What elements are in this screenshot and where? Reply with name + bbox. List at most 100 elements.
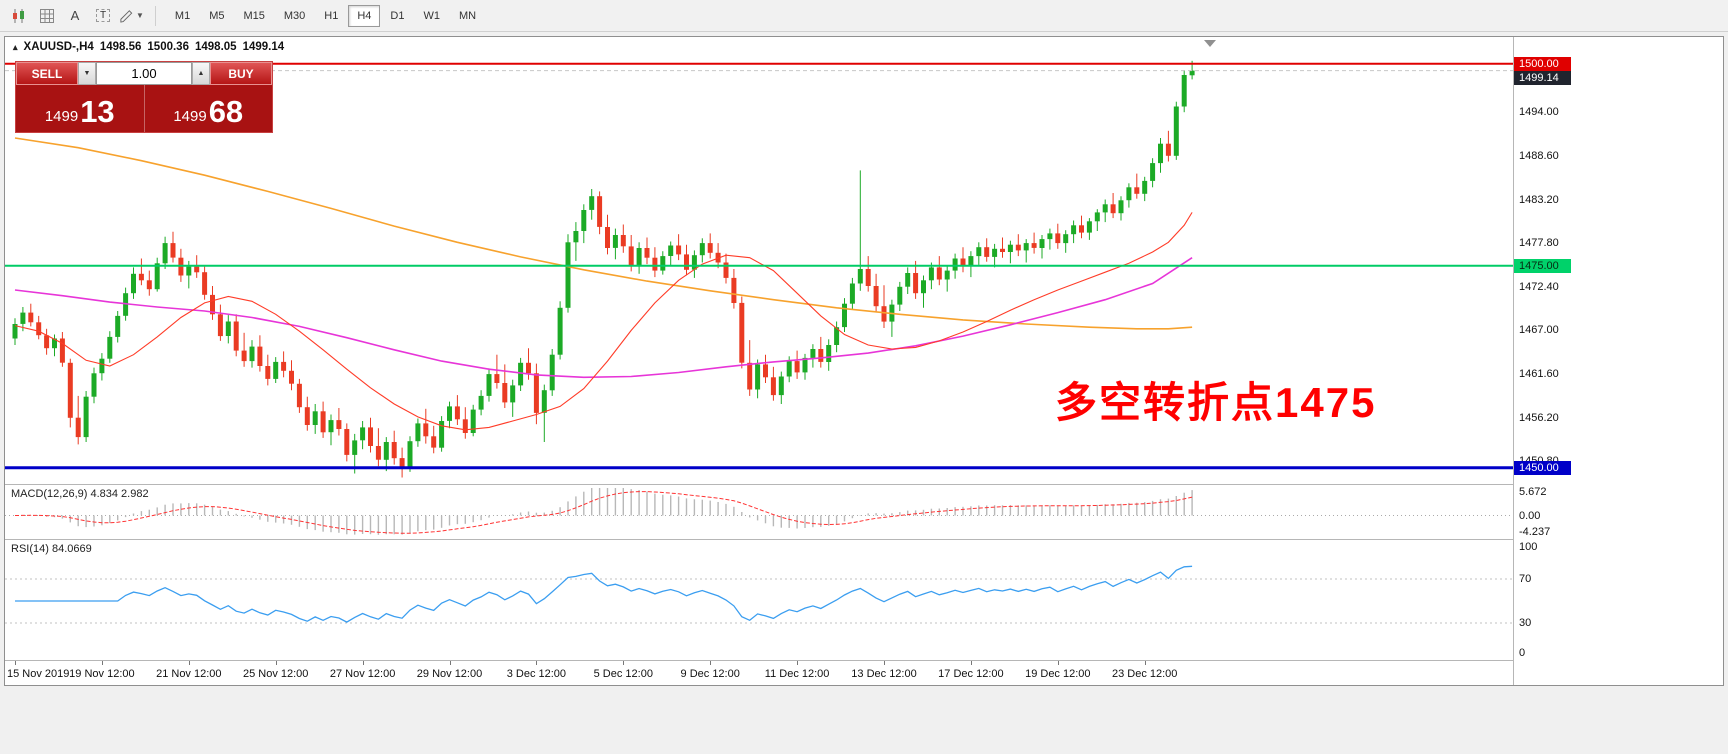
time-label: 19 Nov 12:00 — [69, 668, 135, 680]
chart-window-icon[interactable] — [6, 4, 32, 28]
ohlc-open: 1498.56 — [99, 41, 142, 53]
text-tool-label: T — [95, 9, 111, 22]
chart-window: ▴ XAUUSD-,H4 1498.56 1500.36 1498.05 149… — [4, 36, 1724, 686]
timeframe-button-h1[interactable]: H1 — [315, 5, 347, 27]
timeframe-button-m15[interactable]: M15 — [234, 5, 273, 27]
pencil-icon — [120, 10, 133, 23]
time-tick — [15, 661, 16, 665]
pane-separator[interactable] — [5, 539, 1570, 540]
arrow-tool-icon[interactable]: A — [62, 4, 88, 28]
time-label: 13 Dec 12:00 — [851, 668, 917, 680]
price-badge: 1475.00 — [1514, 258, 1571, 273]
buy-button[interactable]: BUY — [210, 62, 272, 85]
buy-price-main: 1499 — [173, 108, 207, 125]
time-label: 29 Nov 12:00 — [416, 668, 483, 680]
time-label: 15 Nov 2019 — [7, 668, 70, 680]
timeframe-button-mn[interactable]: MN — [450, 5, 485, 27]
symbol-period-label: XAUUSD-,H4 — [23, 41, 94, 53]
ohlc-low: 1498.05 — [194, 41, 237, 53]
time-label: 5 Dec 12:00 — [593, 668, 653, 680]
rsi-label: RSI(14) 84.0669 — [11, 543, 92, 555]
chart-annotation: 多空转折点1475 — [1055, 379, 1377, 426]
time-tick — [970, 661, 972, 665]
volume-increase-button[interactable]: ▲ — [192, 62, 210, 85]
chevron-down-icon: ▼ — [136, 11, 144, 20]
buy-price-display[interactable]: 1499 68 — [145, 85, 273, 132]
time-tick — [623, 661, 625, 665]
time-label: 25 Nov 12:00 — [242, 668, 309, 680]
grid-icon[interactable] — [34, 4, 60, 28]
main-chart-pane[interactable]: ▴ XAUUSD-,H4 1498.56 1500.36 1498.05 149… — [5, 37, 1513, 484]
ohlc-high: 1500.36 — [147, 41, 189, 53]
timeframe-button-w1[interactable]: W1 — [414, 5, 449, 27]
sell-price-display[interactable]: 1499 13 — [16, 85, 145, 132]
buy-price-pips: 68 — [208, 94, 244, 129]
timeframe-button-h4[interactable]: H4 — [348, 4, 381, 27]
time-axis[interactable]: 15 Nov 2019 19 Nov 12:00 21 Nov 12:00 25 No… — [5, 661, 1513, 685]
toolbar-separator — [154, 5, 156, 26]
macd-pane[interactable]: MACD(12,26,9) 4.834 2.982 — [5, 485, 1513, 539]
sell-price-main: 1499 — [44, 108, 79, 125]
time-tick — [275, 661, 277, 665]
time-tick — [1144, 661, 1146, 665]
pane-separator[interactable] — [5, 484, 1570, 485]
time-label: 23 Dec 12:00 — [1111, 668, 1178, 680]
time-tick — [797, 661, 799, 665]
price-axis[interactable]: 1494.00 1488.60 1483.20 1477.80 1472.40 1467.… — [1513, 37, 1571, 685]
price-tick: 1461.60 — [1519, 368, 1559, 381]
rsi-svg — [5, 565, 1513, 624]
main-toolbar: A T ▼ M1 M5 M15 M30 H1 H4 D1 W1 MN — [0, 0, 1728, 32]
macd-svg — [5, 488, 1513, 535]
time-tick — [101, 661, 103, 665]
time-label: 17 Dec 12:00 — [938, 668, 1004, 680]
macd-label: MACD(12,26,9) 4.834 2.982 — [11, 488, 149, 500]
sell-button[interactable]: SELL — [16, 62, 78, 85]
price-tick: 1488.60 — [1519, 149, 1559, 162]
rsi-scale: 100 — [1519, 541, 1538, 553]
drawing-tools-icon[interactable]: ▼ — [118, 4, 145, 28]
macd-scale-max: 5.672 — [1519, 486, 1547, 498]
price-badge: 1499.14 — [1514, 70, 1571, 85]
price-tick: 1467.00 — [1519, 324, 1559, 337]
time-tick — [1057, 661, 1059, 665]
chart-title: ▴ XAUUSD-,H4 1498.56 1500.36 1498.05 149… — [13, 41, 284, 53]
collapse-trade-panel-icon[interactable]: ▴ — [13, 41, 18, 52]
price-tick: 1456.20 — [1519, 411, 1559, 424]
one-click-trading-panel: SELL ▼ ▲ BUY 1499 13 1499 68 — [15, 61, 273, 133]
rsi-pane[interactable]: RSI(14) 84.0669 — [5, 540, 1513, 660]
timeframe-button-m1[interactable]: M1 — [166, 5, 199, 27]
timeframe-button-d1[interactable]: D1 — [381, 5, 413, 27]
candlestick-chart-icon — [13, 8, 24, 23]
rsi-scale: 0 — [1519, 647, 1526, 659]
time-label: 11 Dec 12:00 — [764, 668, 830, 680]
sell-price-pips: 13 — [80, 94, 115, 129]
time-tick — [536, 661, 538, 665]
volume-input[interactable] — [96, 62, 192, 85]
price-chart-svg — [5, 40, 1513, 478]
time-label: 21 Nov 12:00 — [156, 668, 222, 680]
price-tick: 1494.00 — [1519, 106, 1559, 119]
price-tick: 1483.20 — [1519, 193, 1559, 206]
time-tick — [449, 661, 451, 665]
time-label: 27 Nov 12:00 — [329, 668, 396, 680]
arrow-tool-label: A — [70, 8, 80, 23]
price-tick: 1472.40 — [1519, 280, 1559, 293]
time-tick — [884, 661, 885, 665]
timeframe-group: M1 M5 M15 M30 H1 H4 D1 W1 MN — [166, 4, 485, 27]
price-badge: 1500.00 — [1514, 56, 1571, 71]
rsi-scale: 70 — [1519, 573, 1532, 585]
time-label: 9 Dec 12:00 — [680, 668, 740, 680]
pane-separator[interactable] — [5, 660, 1570, 661]
volume-decrease-button[interactable]: ▼ — [78, 62, 96, 85]
ohlc-close: 1499.14 — [242, 41, 285, 53]
timeframe-button-m5[interactable]: M5 — [200, 5, 233, 27]
time-tick — [710, 661, 712, 665]
text-tool-icon[interactable]: T — [90, 4, 116, 28]
macd-scale-zero: 0.00 — [1519, 509, 1541, 522]
macd-scale-min: -4.237 — [1519, 526, 1551, 538]
rsi-scale: 30 — [1519, 617, 1532, 629]
time-label: 3 Dec 12:00 — [506, 668, 567, 680]
timeframe-button-m30[interactable]: M30 — [275, 5, 314, 27]
time-label: 19 Dec 12:00 — [1025, 668, 1091, 680]
grid-glyph-icon — [40, 8, 54, 23]
